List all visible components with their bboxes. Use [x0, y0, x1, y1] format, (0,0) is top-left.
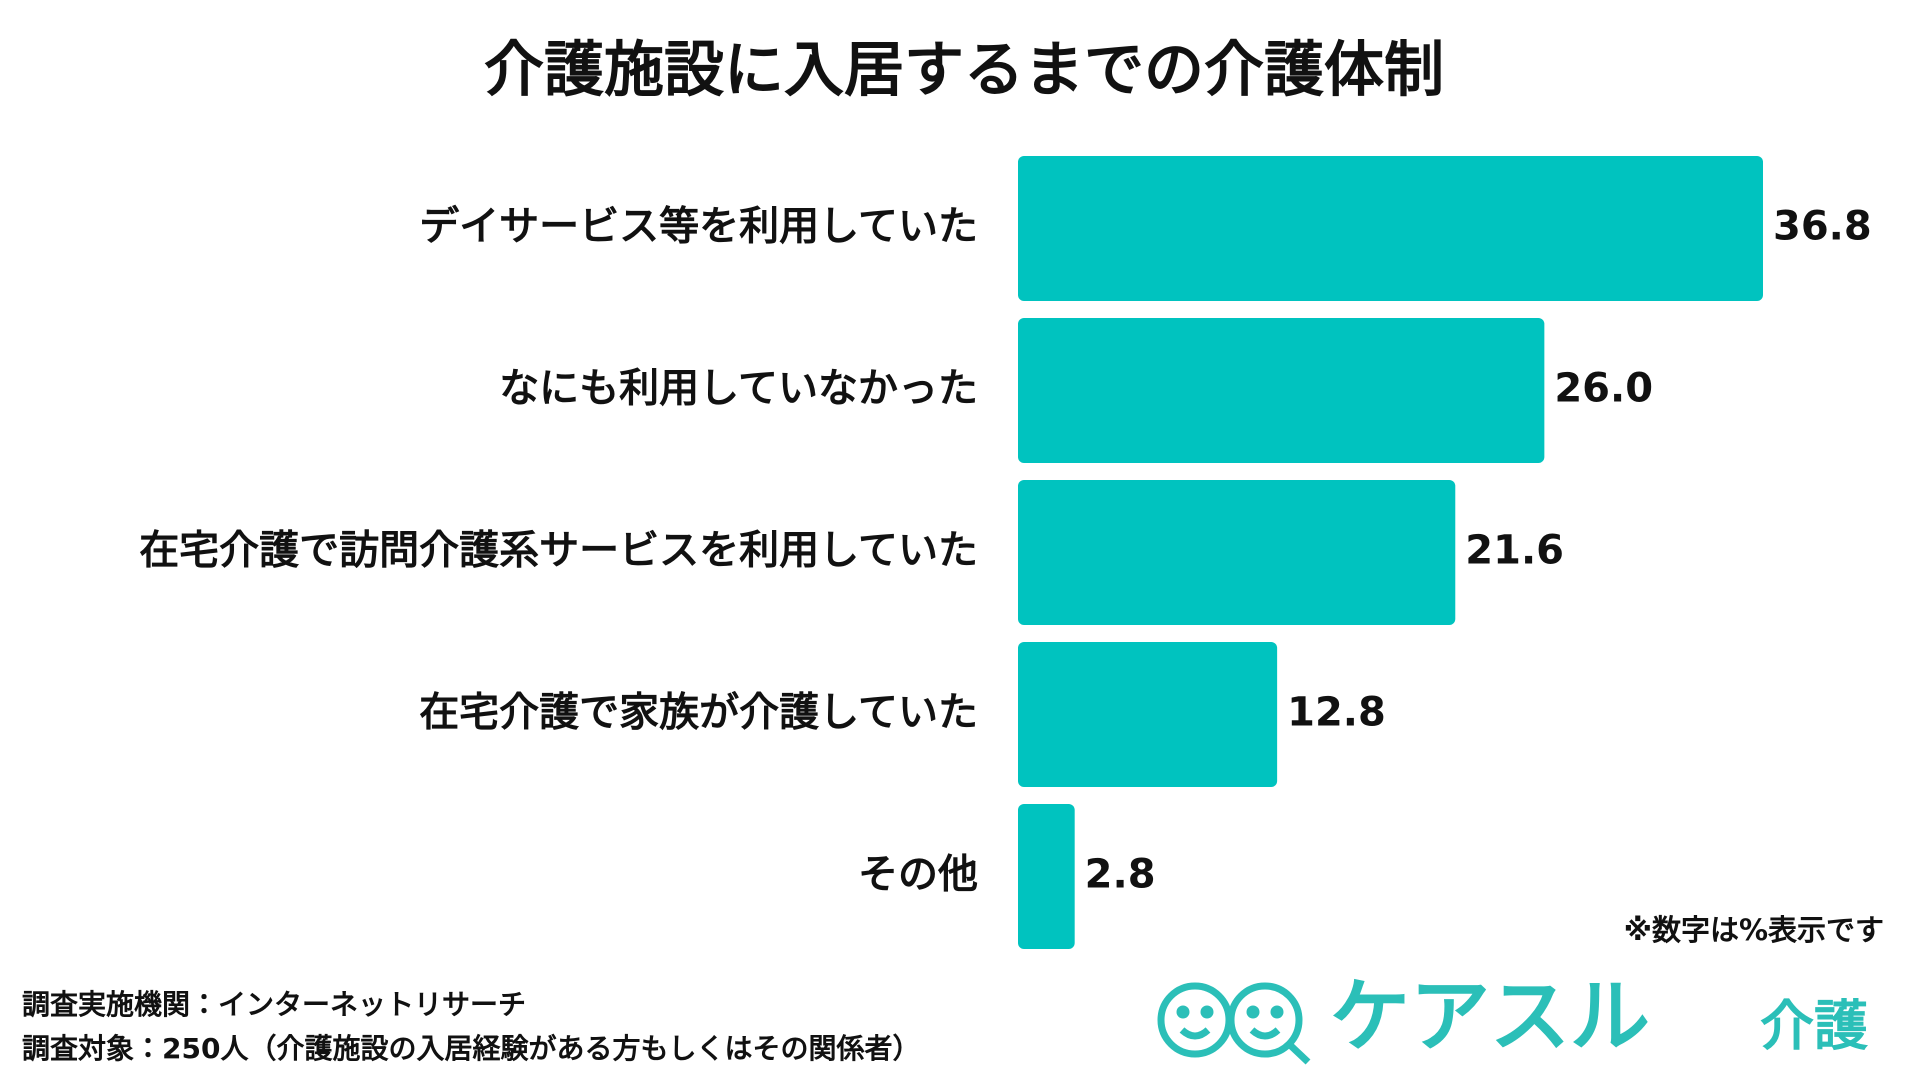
value-label: 36.8	[1773, 204, 1872, 250]
value-label: 12.8	[1287, 690, 1386, 736]
category-label: その他	[858, 852, 978, 898]
source-line: 調査対象：250人（介護施設の入居経験がある方もしくはその関係者）	[22, 1032, 920, 1065]
category-label: 在宅介護で訪問介護系サービスを利用していた	[139, 528, 978, 574]
category-label: デイサービス等を利用していた	[419, 204, 978, 250]
logo-icon	[1157, 982, 1311, 1065]
bar	[1018, 642, 1278, 787]
value-label: 21.6	[1465, 528, 1564, 574]
category-label: 在宅介護で家族が介護していた	[419, 690, 978, 736]
source-line: 調査実施機関：インターネットリサーチ	[22, 988, 526, 1021]
note: ※数字は%表示です	[1624, 913, 1884, 947]
bar	[1018, 480, 1456, 625]
value-label: 2.8	[1085, 852, 1156, 898]
category-label: なにも利用していなかった	[499, 366, 978, 412]
logo-sub: 介護	[1760, 995, 1869, 1058]
bar	[1018, 318, 1545, 463]
value-label: 26.0	[1554, 366, 1653, 412]
bar	[1018, 156, 1763, 301]
logo-brand: ケアスル	[1330, 970, 1650, 1063]
chart-title: 介護施設に入居するまでの介護体制	[484, 36, 1444, 106]
bar	[1018, 804, 1075, 949]
